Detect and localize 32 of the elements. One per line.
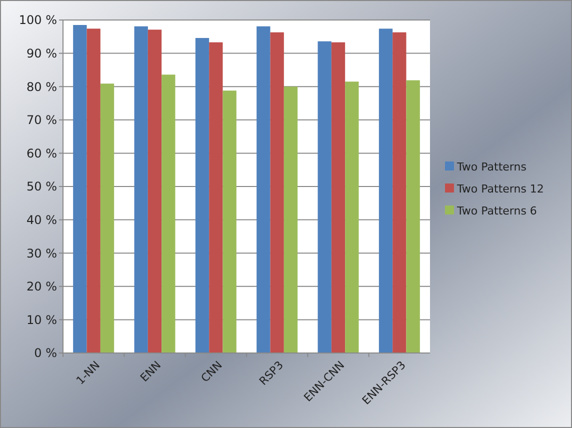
bar <box>86 28 100 353</box>
bar <box>318 41 332 353</box>
y-tick-label: 40 % <box>26 213 57 227</box>
y-tick-label: 90 % <box>26 46 57 60</box>
bar <box>148 30 162 353</box>
bar <box>270 32 284 353</box>
bar <box>162 74 176 353</box>
bar <box>209 42 223 353</box>
y-tick-label: 0 % <box>34 346 57 360</box>
bar <box>406 80 420 353</box>
bar <box>134 26 148 353</box>
y-tick-label: 10 % <box>26 312 57 327</box>
bar <box>195 38 210 353</box>
bar <box>345 82 359 353</box>
bar <box>222 90 236 353</box>
bar <box>284 86 298 353</box>
y-tick-label: 30 % <box>26 246 57 260</box>
y-tick-label: 60 % <box>26 146 57 160</box>
y-tick-label: 100 % <box>18 13 57 28</box>
y-tick-label: 50 % <box>26 180 57 194</box>
y-tick-label: 20 % <box>26 280 57 294</box>
legend-label: Two Patterns 6 <box>456 204 537 218</box>
legend-label: Two Patterns 12 <box>456 182 544 196</box>
bar <box>392 32 406 353</box>
bar <box>331 42 346 353</box>
legend-label: Two Patterns <box>456 160 527 174</box>
y-tick-label: 80 % <box>26 80 57 94</box>
bar <box>256 26 270 353</box>
bar <box>100 84 114 353</box>
bar <box>73 24 87 353</box>
bar <box>378 28 393 353</box>
y-tick-label: 70 % <box>26 113 57 128</box>
